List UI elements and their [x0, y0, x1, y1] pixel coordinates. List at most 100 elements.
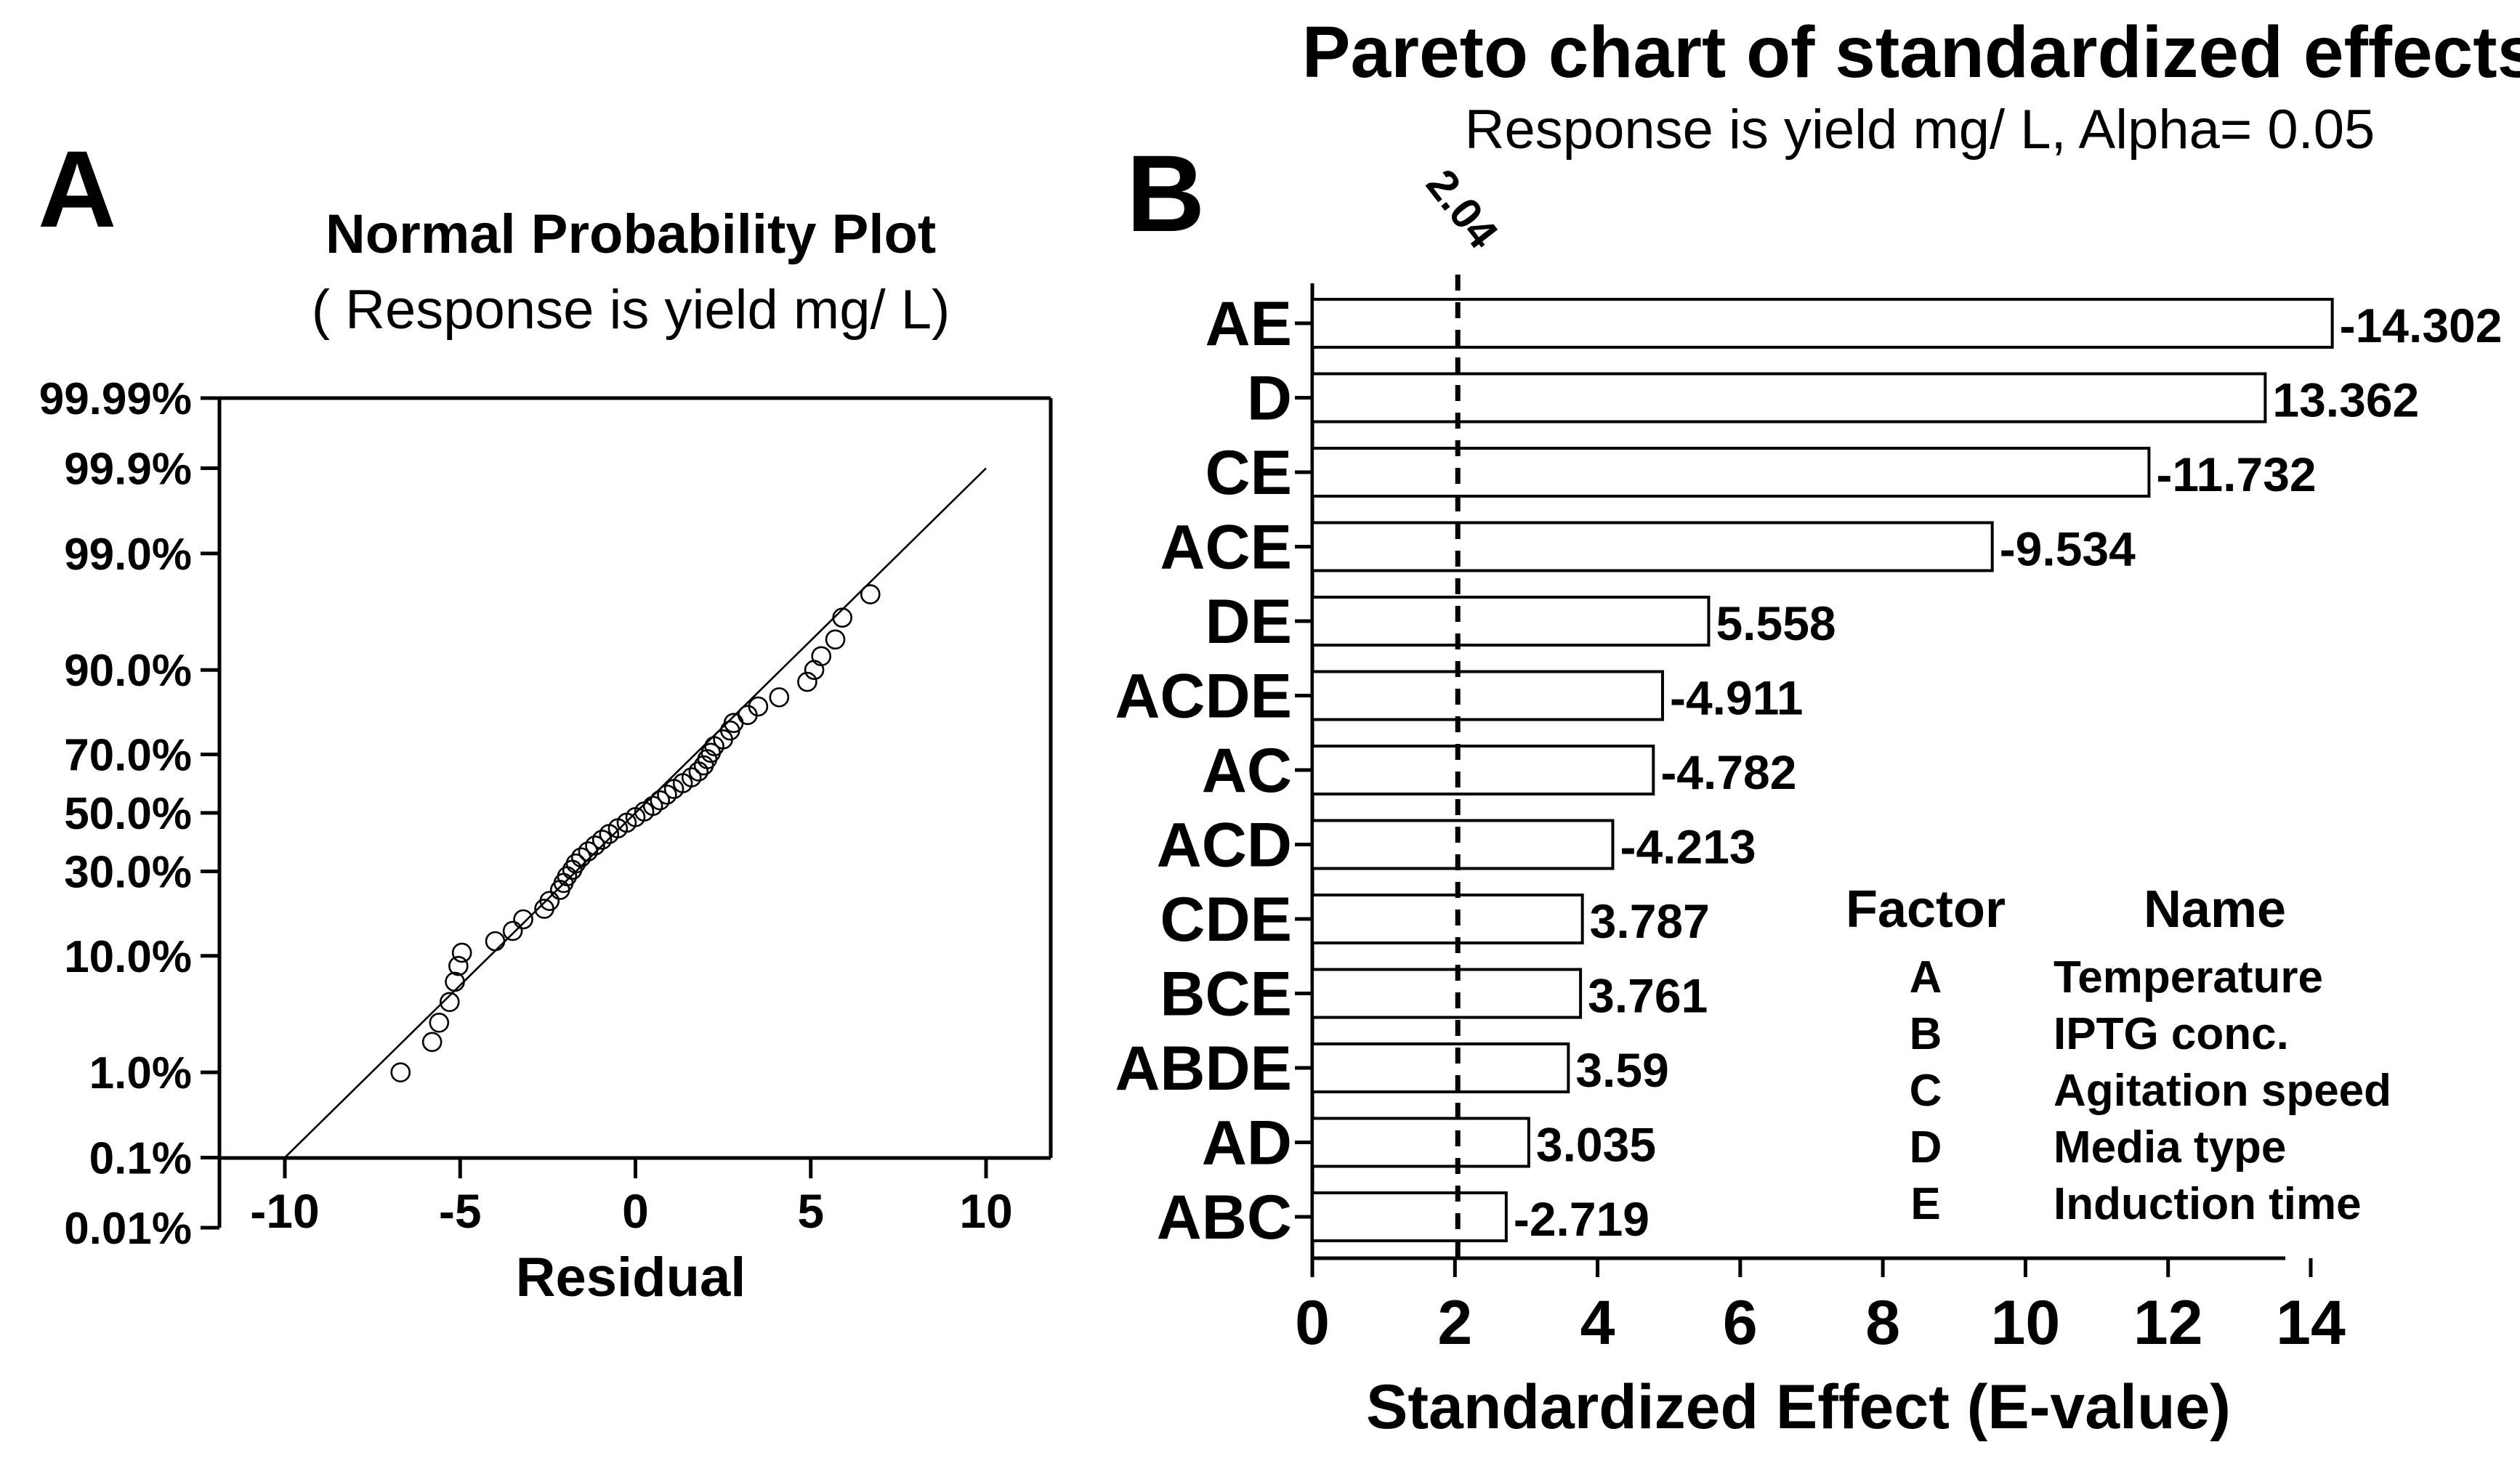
legend-header-factor: Factor — [1846, 880, 2006, 939]
a-x-tick-label: -10 — [250, 1184, 319, 1238]
panel-b-subtitle: Response is yield mg/ L, Alpha= 0.05 — [1465, 99, 2375, 161]
a-x-tick-label: 5 — [797, 1184, 824, 1238]
panel-b-label: B — [1126, 132, 1205, 254]
panel-b-legend: A Temperature B IPTG conc. C Agitation speed D… — [1910, 952, 2391, 1229]
b-category-label: ACD — [1157, 811, 1292, 880]
b-bar — [1311, 596, 1711, 647]
b-category-label: ACDE — [1115, 662, 1292, 732]
a-data-point — [502, 920, 523, 941]
b-value-label: 3.761 — [1588, 969, 1708, 1023]
a-data-point — [591, 830, 613, 850]
panel-b-x-ticks: 0 2 4 6 8 10 12 14 — [1295, 1258, 2346, 1358]
legend-factor: D — [1910, 1122, 1942, 1173]
b-bar — [1311, 1042, 1570, 1093]
b-value-label: -14.302 — [2340, 299, 2503, 352]
a-data-point — [448, 955, 469, 976]
panel-b-reference-label: 2.04 — [1417, 161, 1508, 258]
b-category-label: AC — [1202, 736, 1292, 806]
a-y-tick-label: 1.0% — [89, 1048, 192, 1098]
a-data-point — [451, 942, 472, 963]
b-bar — [1311, 670, 1664, 721]
b-bar — [1311, 521, 1994, 572]
a-data-point — [513, 909, 533, 930]
legend-name: Temperature — [2053, 952, 2323, 1003]
b-x-tick-label: 14 — [2276, 1288, 2346, 1358]
b-x-tick-label: 2 — [1437, 1288, 1472, 1358]
b-x-tick-label: 10 — [1991, 1288, 2061, 1358]
a-data-point — [429, 1012, 450, 1033]
b-value-label: 3.035 — [1536, 1118, 1656, 1172]
a-data-point — [485, 931, 506, 952]
b-value-label: 3.59 — [1575, 1043, 1668, 1097]
b-category-label: AD — [1202, 1109, 1292, 1178]
a-data-point — [439, 992, 460, 1013]
legend-factor: B — [1910, 1009, 1942, 1059]
b-value-label: -9.534 — [2000, 522, 2136, 576]
a-data-point — [650, 790, 671, 811]
b-x-tick-label: 4 — [1580, 1288, 1615, 1358]
b-bar — [1311, 894, 1584, 944]
b-x-tick-label: 8 — [1865, 1288, 1900, 1358]
a-data-point — [585, 835, 605, 856]
a-y-tick-label: 99.99% — [39, 374, 192, 424]
a-data-point — [825, 629, 846, 650]
a-data-point — [390, 1062, 411, 1082]
b-x-tick-label: 0 — [1295, 1288, 1330, 1358]
b-bar — [1311, 819, 1615, 870]
panel-a-title: Normal Probability Plot — [326, 203, 936, 265]
a-data-point — [797, 671, 817, 692]
legend-factor: A — [1910, 952, 1942, 1003]
legend-header-name: Name — [2144, 880, 2286, 939]
a-data-point — [421, 1032, 443, 1053]
b-category-label: ABDE — [1115, 1034, 1292, 1103]
a-x-tick-label: 10 — [959, 1184, 1012, 1238]
panel-b-xlabel: Standardized Effect (E-value) — [1366, 1372, 2231, 1442]
b-x-tick-label: 6 — [1723, 1288, 1758, 1358]
a-x-tick-label: 0 — [622, 1184, 649, 1238]
b-value-label: -2.719 — [1514, 1192, 1649, 1246]
legend-name: Media type — [2053, 1122, 2286, 1173]
b-value-label: -4.782 — [1660, 745, 1796, 799]
b-value-label: 3.787 — [1590, 894, 1710, 948]
a-y-tick-label: 10.0% — [64, 932, 192, 982]
panel-b-title: Pareto chart of standardized effects — [1302, 12, 2520, 93]
a-y-tick-label: 50.0% — [64, 789, 192, 839]
b-bar — [1311, 372, 2267, 424]
a-y-tick-label: 0.01% — [64, 1204, 192, 1254]
b-category-label: CE — [1206, 438, 1292, 508]
b-bar — [1311, 968, 1583, 1019]
a-data-point — [642, 795, 663, 817]
panel-a-label: A — [38, 128, 116, 250]
b-value-label: -4.911 — [1670, 671, 1804, 725]
b-category-label: D — [1247, 364, 1292, 434]
a-data-point — [681, 767, 702, 787]
b-value-label: -4.213 — [1620, 820, 1756, 874]
panel-a-x-ticks: -10 -5 0 5 10 — [250, 1158, 1013, 1238]
b-category-label: ACE — [1160, 513, 1292, 583]
b-bar — [1311, 447, 2151, 498]
panel-a-subtitle: ( Response is yield mg/ L) — [312, 279, 950, 341]
a-y-tick-label: 70.0% — [64, 730, 192, 780]
a-data-point — [657, 785, 677, 805]
legend-factor: E — [1910, 1179, 1940, 1229]
a-data-point — [811, 646, 832, 667]
legend-name: Agitation speed — [2053, 1066, 2391, 1116]
b-value-label: 5.558 — [1716, 596, 1836, 650]
b-value-label: -11.732 — [2156, 447, 2316, 501]
a-data-point — [748, 696, 769, 717]
a-y-tick-label: 99.0% — [64, 530, 192, 580]
b-category-label: CDE — [1160, 885, 1292, 955]
panel-a-y-ticks: 99.99% 99.9% 99.0% 90.0% 70.0% 50.0% 30.0% 10.0… — [39, 374, 219, 1254]
a-data-point — [445, 971, 465, 992]
a-y-tick-label: 30.0% — [64, 848, 192, 898]
legend-factor: C — [1910, 1066, 1942, 1116]
b-category-label: BCE — [1160, 960, 1292, 1029]
a-x-tick-label: -5 — [439, 1184, 482, 1238]
panel-a-points — [390, 584, 881, 1082]
a-y-tick-label: 90.0% — [64, 646, 192, 696]
b-category-label: AE — [1206, 289, 1292, 359]
b-category-label: ABC — [1157, 1183, 1292, 1252]
a-data-point — [578, 841, 599, 862]
